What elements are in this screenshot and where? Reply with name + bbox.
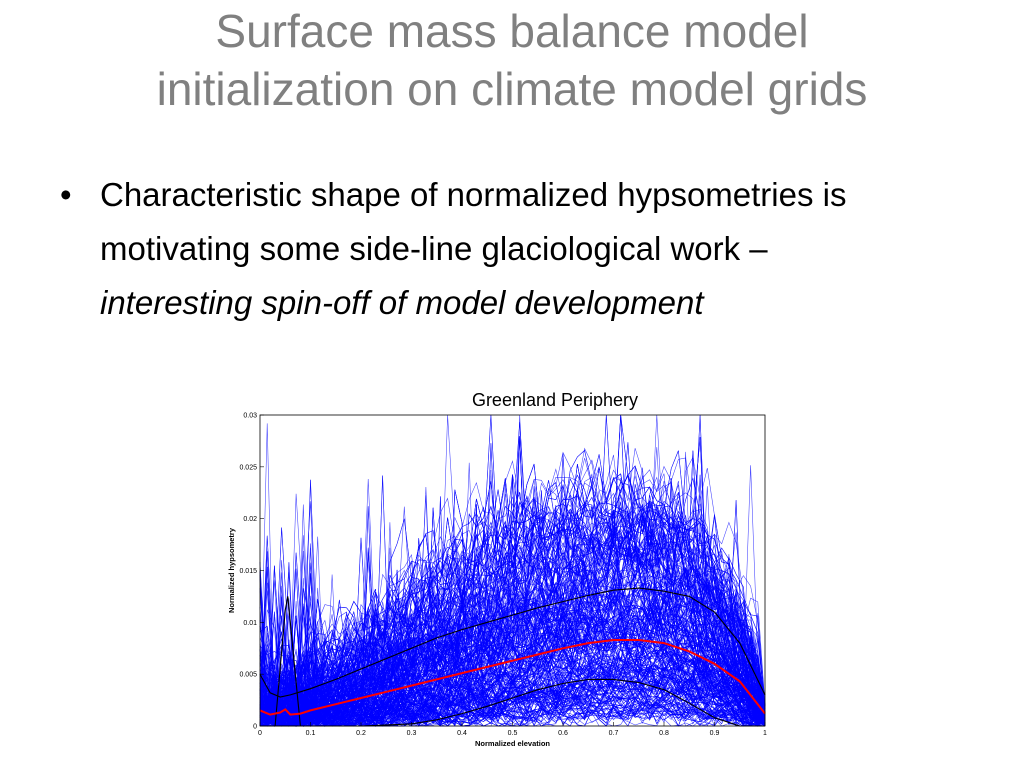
bullet-marker: • xyxy=(60,176,72,213)
y-tick-label: 0 xyxy=(253,724,257,731)
mean-line-group xyxy=(259,639,766,716)
glacier-curve xyxy=(259,683,766,727)
mean-line xyxy=(259,639,766,716)
upper-envelope-line xyxy=(259,587,766,698)
glacier-curve xyxy=(259,457,766,726)
glacier-curve xyxy=(260,489,766,727)
x-tick-label: 0.7 xyxy=(609,730,619,737)
bullet-text: Characteristic shape of normalized hypso… xyxy=(100,176,847,267)
y-tick-label: 0.025 xyxy=(239,464,257,471)
glacier-curve xyxy=(259,481,765,727)
glacier-curve xyxy=(259,631,766,727)
x-axis-label: Normalized elevation xyxy=(475,739,550,748)
glacier-curve xyxy=(259,616,765,727)
x-tick-label: 0.5 xyxy=(508,730,518,737)
chart-title: Greenland Periphery xyxy=(471,390,639,410)
title-line-2: initialization on climate model grids xyxy=(156,63,868,115)
x-tick-label: 1 xyxy=(763,730,767,737)
glacier-curve xyxy=(259,583,766,727)
bullet-item: • Characteristic shape of normalized hyp… xyxy=(58,168,918,330)
glacier-curve xyxy=(259,498,766,727)
x-tick-label: 0.4 xyxy=(457,730,467,737)
bullet-list: • Characteristic shape of normalized hyp… xyxy=(58,168,918,330)
lower-envelope-line xyxy=(260,678,765,727)
glacier-curve xyxy=(259,656,766,727)
title-line-1: Surface mass balance model xyxy=(215,5,809,57)
y-tick-label: 0.02 xyxy=(243,516,257,523)
y-tick-label: 0.01 xyxy=(243,620,257,627)
glacier-curve xyxy=(259,463,766,727)
glacier-curve xyxy=(259,579,766,727)
glacier-curve xyxy=(259,685,766,727)
x-tick-label: 0.8 xyxy=(659,730,669,737)
slide-title: Surface mass balance model initializatio… xyxy=(40,2,984,118)
glacier-curve xyxy=(259,605,766,727)
hypsometry-chart: 0 0.1 0.2 0.3 0.4 0.5 0.6 0.7 0.8 0.9 1 0 0.005 0.01 0… xyxy=(227,413,767,749)
glacier-curve xyxy=(259,615,766,727)
glacier-curve xyxy=(259,478,766,722)
glacier-curve xyxy=(259,595,766,727)
glacier-curve xyxy=(259,474,766,718)
glacier-curve xyxy=(259,566,766,727)
glacier-curve xyxy=(259,621,766,722)
x-tick-label: 0.9 xyxy=(710,730,720,737)
x-tick-label: 0 xyxy=(258,730,262,737)
x-tick-label: 0.1 xyxy=(306,730,316,737)
glacier-curve xyxy=(259,495,766,706)
bullet-emphasis: interesting spin-off of model developmen… xyxy=(100,284,704,321)
glacier-curve xyxy=(259,450,766,719)
glacier-curve xyxy=(259,449,766,727)
glacier-curve xyxy=(259,614,766,727)
glacier-curve xyxy=(259,639,766,727)
x-tick-label: 0.3 xyxy=(407,730,417,737)
glacier-curve xyxy=(259,688,766,727)
glacier-curve xyxy=(259,610,766,720)
glacier-curve xyxy=(259,577,766,727)
axes-group: 0 0.1 0.2 0.3 0.4 0.5 0.6 0.7 0.8 0.9 1 0 0.005 0.01 0… xyxy=(239,413,767,738)
x-tick-label: 0.6 xyxy=(558,730,568,737)
glacier-curve xyxy=(259,514,766,727)
x-tick-label: 0.2 xyxy=(356,730,366,737)
y-tick-label: 0.03 xyxy=(243,413,257,420)
glacier-curve xyxy=(259,503,766,726)
y-tick-label: 0.005 xyxy=(239,672,257,679)
y-axis-label: Normalized hypsometry xyxy=(227,527,236,613)
glacier-curve xyxy=(259,644,766,727)
y-tick-label: 0.015 xyxy=(239,568,257,575)
